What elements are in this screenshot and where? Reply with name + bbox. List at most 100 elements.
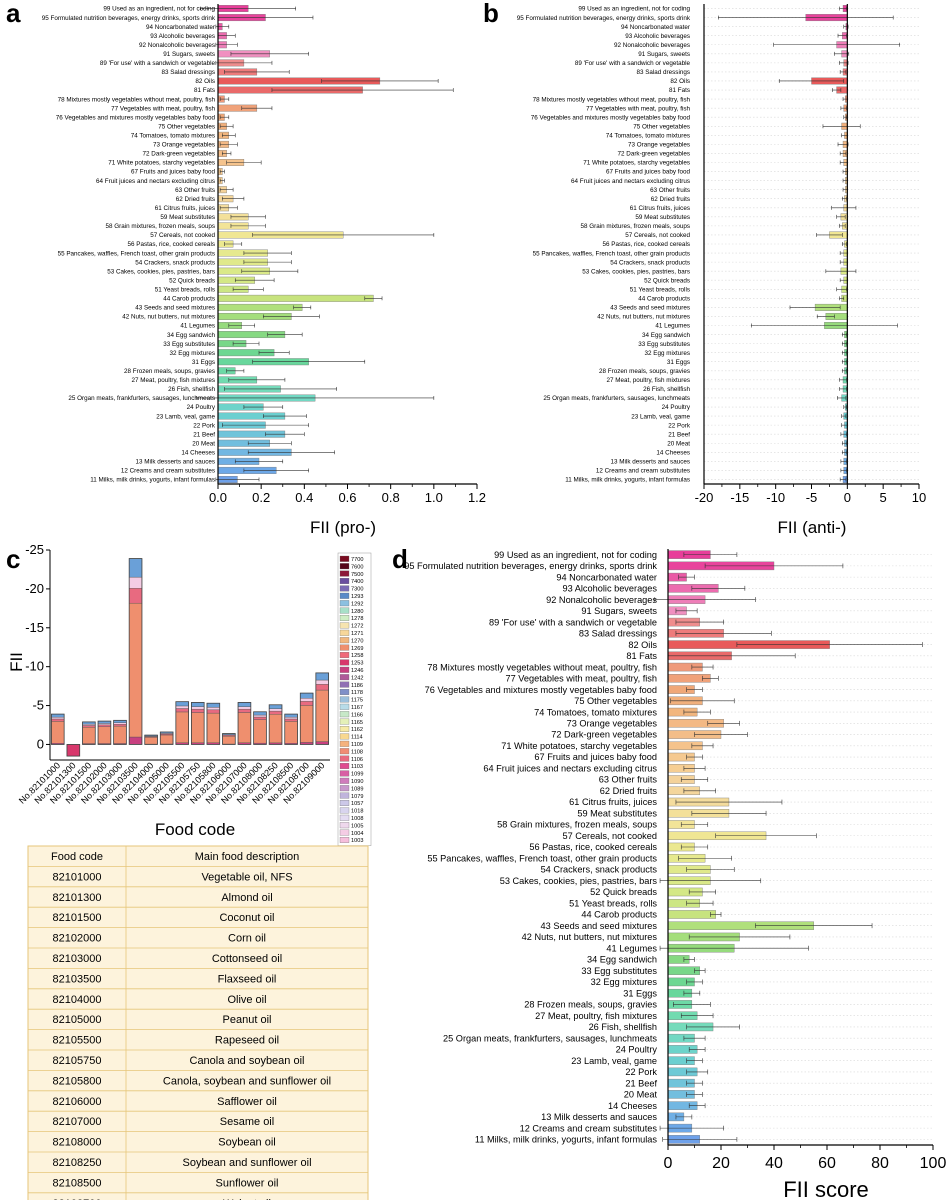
- category-label: 57 Cereals, not cooked: [150, 232, 215, 239]
- table-cell-code: 82105500: [53, 1035, 102, 1047]
- table-cell-description: Vegetable oil, NFS: [201, 871, 292, 883]
- stack-segment: [237, 706, 252, 710]
- category-label: 14 Cheeses: [608, 1101, 657, 1111]
- category-label: 28 Frozen meals, soups, gravies: [124, 368, 215, 375]
- category-label: 93 Alcoholic beverages: [150, 33, 215, 40]
- table-cell-description: Rapeseed oil: [215, 1035, 279, 1047]
- stacked-bar-3: [97, 720, 112, 745]
- category-label: 77 Vegetables with meat, poultry, fish: [505, 674, 657, 684]
- category-label: 72 Dark-green vegetables: [618, 151, 690, 158]
- category-label: 41 Legumes: [180, 323, 215, 330]
- category-label: 72 Dark-green vegetables: [551, 730, 657, 740]
- category-label: 89 'For use' with a sandwich or vegetabl…: [575, 60, 691, 67]
- stack-segment: [253, 719, 267, 744]
- legend-swatch: [339, 733, 350, 740]
- category-label: 75 Other vegetables: [574, 696, 657, 706]
- category-label: 55 Pancakes, waffles, French toast, othe…: [533, 250, 690, 257]
- category-label: 56 Pastas, rice, cooked cereals: [529, 842, 657, 852]
- x-tick-label: -10: [766, 490, 785, 505]
- category-label: 58 Grain mixtures, frozen meals, soups: [497, 820, 657, 830]
- category-label: 55 Pancakes, waffles, French toast, othe…: [427, 853, 657, 863]
- category-label: 54 Crackers, snack products: [610, 259, 690, 266]
- table-cell-description: Almond oil: [221, 892, 272, 904]
- category-label: 20 Meat: [624, 1090, 658, 1100]
- stack-segment: [175, 708, 189, 713]
- legend-label: 1270: [351, 638, 363, 644]
- category-label: 81 Fats: [626, 651, 657, 661]
- legend-label: 1103: [351, 764, 363, 770]
- category-label: 62 Dried fruits: [651, 196, 690, 203]
- stack-segment: [206, 712, 220, 743]
- stack-segment: [191, 702, 205, 707]
- legend-label: 1106: [351, 757, 363, 763]
- table-cell-code: 82101300: [53, 892, 102, 904]
- bar-32: [667, 910, 716, 919]
- legend-swatch: [339, 822, 350, 829]
- stack-segment: [51, 713, 65, 718]
- x-tick-label: -20: [695, 490, 714, 505]
- legend-label: 7400: [351, 579, 363, 585]
- table-cell-code: 82108250: [53, 1157, 102, 1169]
- category-label: 74 Tomatoes, tomato mixtures: [606, 133, 690, 140]
- table-cell-description: Flaxseed oil: [218, 973, 277, 985]
- category-label: 32 Egg mixtures: [591, 977, 658, 987]
- legend-label: 1057: [351, 801, 363, 807]
- stacked-bar-10: [206, 702, 221, 745]
- category-label: 34 Egg sandwich: [167, 332, 215, 339]
- table-cell-code: 82106000: [53, 1096, 102, 1108]
- category-label: 14 Cheeses: [656, 450, 690, 457]
- category-label: 23 Lamb, veal, game: [631, 413, 690, 420]
- category-label: 62 Dried fruits: [600, 786, 658, 796]
- stack-segment: [51, 716, 65, 720]
- x-tick-label: 0.2: [252, 490, 270, 505]
- category-label: 53 Cakes, cookies, pies, pastries, bars: [107, 268, 215, 275]
- category-label: 94 Noncarbonated water: [146, 24, 215, 31]
- stack-segment: [191, 712, 205, 743]
- category-label: 41 Legumes: [606, 943, 657, 953]
- category-label: 25 Organ meats, frankfurters, sausages, …: [68, 395, 215, 402]
- legend-label: 1079: [351, 794, 363, 800]
- legend-label: 7700: [351, 557, 363, 563]
- stack-segment: [253, 711, 267, 716]
- stack-segment: [284, 718, 298, 722]
- stacked-bar-16: [299, 692, 314, 745]
- x-tick-label: 1.2: [468, 490, 486, 505]
- table-cell-code: 82108700: [53, 1198, 102, 1200]
- category-label: 12 Creams and cream substitutes: [121, 468, 215, 475]
- legend-swatch: [339, 800, 350, 806]
- legend-swatch: [339, 674, 350, 681]
- stack-segment: [128, 576, 143, 589]
- table-cell-description: Walnut oil: [223, 1198, 271, 1200]
- stacked-bar-8: [175, 701, 190, 745]
- table-cell-code: 82108500: [53, 1177, 102, 1189]
- category-label: 14 Cheeses: [181, 450, 215, 457]
- legend-label: 1186: [351, 683, 363, 689]
- stack-segment: [284, 713, 298, 718]
- stacked-bar-17: [315, 672, 330, 745]
- legend-swatch: [339, 726, 350, 732]
- category-label: 73 Orange vegetables: [628, 142, 690, 149]
- legend-label: 1008: [351, 816, 363, 822]
- category-label: 22 Pork: [625, 1067, 657, 1077]
- category-label: 99 Used as an ingredient, not for coding: [494, 550, 657, 560]
- category-label: 62 Dried fruits: [176, 196, 215, 203]
- category-label: 11 Milks, milk drinks, yogurts, infant f…: [90, 477, 215, 484]
- stack-segment: [206, 703, 220, 708]
- stack-segment: [315, 741, 329, 745]
- category-label: 33 Egg substitutes: [163, 341, 215, 348]
- category-label: 81 Fats: [669, 87, 690, 94]
- category-label: 63 Other fruits: [175, 187, 215, 194]
- legend-swatch: [339, 578, 350, 584]
- panel-d-letter: d: [392, 544, 408, 574]
- x-tick-label: 0.6: [338, 490, 356, 505]
- stack-segment: [284, 716, 298, 720]
- stacked-bar-0: [51, 713, 65, 745]
- category-label: 75 Other vegetables: [633, 123, 690, 130]
- category-label: 77 Vegetables with meat, poultry, fish: [586, 105, 690, 112]
- legend-swatch: [339, 666, 350, 673]
- legend-label: 1099: [351, 772, 363, 778]
- stack-segment: [128, 736, 143, 745]
- category-label: 57 Cereals, not cooked: [563, 831, 658, 841]
- category-label: 55 Pancakes, waffles, French toast, othe…: [58, 250, 215, 257]
- stack-segment: [175, 711, 189, 743]
